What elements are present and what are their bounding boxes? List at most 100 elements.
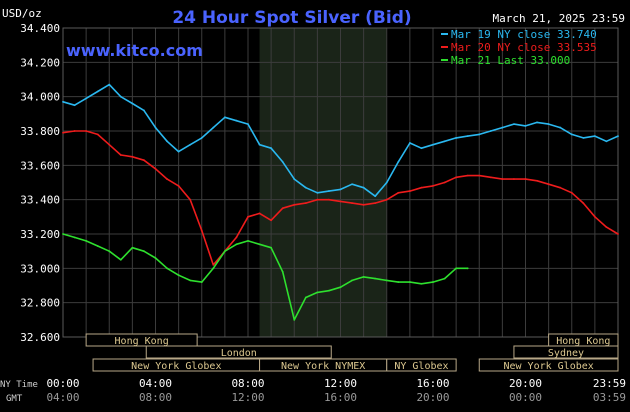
- y-axis-unit-label: USD/oz: [2, 7, 42, 20]
- data-point: [316, 291, 319, 294]
- data-point: [293, 203, 296, 206]
- data-point: [177, 150, 180, 153]
- data-point: [200, 136, 203, 139]
- y-tick-label: 33.000: [20, 262, 60, 275]
- data-point: [119, 95, 122, 98]
- data-point: [617, 233, 619, 235]
- chart-date: March 21, 2025 23:59: [493, 12, 625, 25]
- data-point: [328, 198, 330, 201]
- session-label: New York Globex: [503, 361, 593, 372]
- session-box: [513, 345, 619, 359]
- data-point: [374, 195, 377, 198]
- data-point: [339, 286, 342, 289]
- y-tick-label: 33.800: [20, 125, 60, 138]
- data-point: [293, 178, 296, 180]
- data-point: [339, 200, 342, 203]
- session-label: London: [221, 348, 257, 359]
- x-tick-label-gmt: 16:00: [324, 391, 357, 404]
- data-point: [489, 176, 492, 179]
- data-point: [154, 257, 157, 259]
- session-label: Hong Kong: [115, 336, 169, 347]
- data-point: [408, 142, 411, 144]
- data-point: [96, 245, 99, 247]
- data-point: [351, 183, 353, 186]
- data-point: [420, 147, 423, 150]
- data-point: [85, 239, 88, 242]
- y-tick-label: 34.400: [20, 22, 60, 35]
- data-point: [85, 97, 88, 100]
- data-point: [443, 181, 446, 184]
- data-point: [328, 289, 330, 292]
- y-tick-label: 34.000: [20, 91, 60, 104]
- data-point: [131, 155, 134, 158]
- data-point: [582, 136, 585, 139]
- data-point: [455, 267, 458, 270]
- x-tick-label-gmt: 04:00: [46, 391, 79, 404]
- data-point: [258, 212, 261, 215]
- x-tick-label-gmt: 08:00: [139, 391, 172, 404]
- session-label: New York NYMEX: [281, 361, 365, 372]
- data-point: [223, 250, 226, 253]
- data-point: [235, 236, 238, 239]
- data-point: [351, 202, 353, 205]
- data-point: [316, 198, 319, 201]
- x-axis-ticks: 00:0004:0004:0008:0008:0012:0012:0016:00…: [46, 377, 626, 404]
- data-point: [605, 140, 608, 143]
- data-point: [466, 135, 469, 138]
- data-point: [108, 250, 111, 253]
- data-point: [304, 202, 307, 205]
- session-label: NY Globex: [394, 361, 448, 372]
- session-box: [386, 358, 457, 372]
- y-axis-ticks: 34.400 34.200 34.000 33.800 33.600 33.400 33.2…: [20, 22, 60, 344]
- data-point: [432, 143, 434, 146]
- data-point: [304, 296, 307, 299]
- data-point: [397, 281, 400, 283]
- data-point: [189, 198, 192, 201]
- data-point: [432, 185, 434, 187]
- data-point: [154, 126, 157, 129]
- data-point: [200, 229, 203, 232]
- data-point: [270, 219, 273, 222]
- x-tick-label-ny: 08:00: [231, 377, 264, 390]
- data-point: [189, 143, 192, 146]
- session-label: Hong Kong: [556, 336, 610, 347]
- data-point: [212, 267, 215, 270]
- data-point: [489, 130, 492, 132]
- x-tick-label-ny: 00:00: [46, 377, 79, 390]
- data-point: [235, 119, 238, 122]
- data-point: [281, 161, 284, 163]
- data-point: [351, 279, 353, 282]
- data-point: [432, 281, 434, 283]
- x-tick-label-ny: 16:00: [416, 377, 449, 390]
- x-tick-label-gmt: 00:00: [509, 391, 542, 404]
- data-point: [328, 190, 330, 192]
- data-point: [524, 178, 527, 180]
- data-point: [466, 267, 469, 270]
- data-point: [119, 258, 122, 261]
- data-point: [143, 250, 145, 253]
- data-point: [73, 236, 76, 239]
- session-box: [145, 345, 332, 359]
- data-point: [200, 281, 203, 283]
- data-point: [455, 136, 458, 139]
- legend-label: Mar 20 NY close 33.535: [451, 41, 597, 54]
- data-point: [62, 233, 64, 235]
- session-label: Sydney: [548, 348, 584, 359]
- data-point: [212, 264, 215, 266]
- data-point: [85, 130, 88, 132]
- watermark: www.kitco.com: [66, 41, 203, 60]
- data-point: [154, 167, 157, 170]
- data-point: [362, 186, 365, 189]
- data-point: [443, 140, 446, 143]
- data-point: [235, 243, 238, 246]
- data-point: [339, 188, 342, 191]
- data-point: [570, 191, 573, 194]
- data-point: [96, 90, 99, 93]
- data-point: [605, 226, 608, 229]
- data-point: [513, 178, 515, 180]
- data-point: [362, 203, 365, 206]
- data-point: [582, 202, 585, 205]
- data-point: [119, 154, 122, 156]
